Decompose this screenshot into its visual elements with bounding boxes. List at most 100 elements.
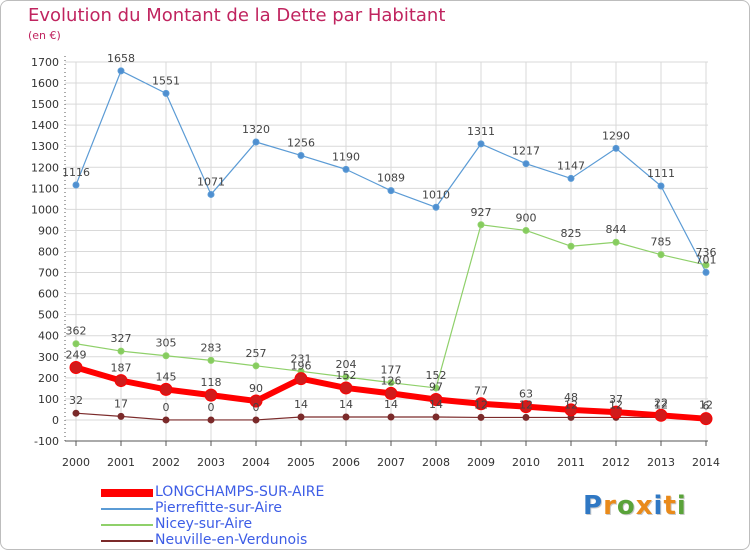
data-point-neuville-en-verdunois (207, 416, 215, 424)
legend-swatch (101, 524, 153, 526)
data-label-nicey-sur-aire: 844 (606, 223, 627, 236)
data-label-neuville-en-verdunois: 14 (429, 398, 443, 411)
data-label-pierrefitte-sur-aire: 1290 (602, 129, 630, 142)
data-label-pierrefitte-sur-aire: 1320 (242, 123, 270, 136)
data-label-longchamps-sur-aire: 187 (111, 362, 132, 375)
data-label-longchamps-sur-aire: 37 (609, 393, 623, 406)
data-label-longchamps-sur-aire: 152 (336, 369, 357, 382)
data-label-longchamps-sur-aire: 77 (474, 385, 488, 398)
data-label-nicey-sur-aire: 152 (426, 369, 447, 382)
data-label-nicey-sur-aire: 305 (156, 337, 177, 350)
data-label-pierrefitte-sur-aire: 1111 (647, 167, 675, 180)
data-point-pierrefitte-sur-aire (477, 140, 485, 148)
y-tick-label: 500 (38, 309, 59, 322)
data-point-neuville-en-verdunois (252, 416, 260, 424)
x-tick-label: 2007 (377, 456, 405, 469)
data-label-longchamps-sur-aire: 48 (564, 391, 578, 404)
data-point-longchamps-sur-aire (204, 388, 218, 402)
data-label-longchamps-sur-aire: 97 (429, 381, 443, 394)
data-label-pierrefitte-sur-aire: 1658 (107, 52, 135, 65)
x-tick-label: 2014 (692, 456, 720, 469)
data-point-neuville-en-verdunois (432, 413, 440, 421)
data-point-neuville-en-verdunois (522, 413, 530, 421)
data-point-neuville-en-verdunois (342, 413, 350, 421)
data-label-neuville-en-verdunois: 32 (69, 394, 83, 407)
x-tick-label: 2008 (422, 456, 450, 469)
data-label-longchamps-sur-aire: 145 (156, 370, 177, 383)
y-tick-label: 0 (52, 414, 59, 427)
data-point-longchamps-sur-aire (474, 397, 488, 411)
data-label-longchamps-sur-aire: 249 (66, 349, 87, 362)
x-tick-label: 2011 (557, 456, 585, 469)
legend-swatch (101, 508, 153, 510)
data-point-longchamps-sur-aire (429, 393, 443, 407)
data-point-pierrefitte-sur-aire (567, 174, 575, 182)
data-label-nicey-sur-aire: 327 (111, 332, 132, 345)
y-tick-label: 400 (38, 330, 59, 343)
x-tick-label: 2006 (332, 456, 360, 469)
y-tick-label: 900 (38, 224, 59, 237)
data-point-nicey-sur-aire (162, 352, 170, 360)
data-point-nicey-sur-aire (477, 221, 485, 229)
data-point-nicey-sur-aire (207, 356, 215, 364)
data-label-nicey-sur-aire: 825 (561, 227, 582, 240)
data-label-pierrefitte-sur-aire: 1116 (62, 166, 90, 179)
data-point-longchamps-sur-aire (249, 394, 263, 408)
data-label-pierrefitte-sur-aire: 1256 (287, 136, 315, 149)
data-label-nicey-sur-aire: 283 (201, 341, 222, 354)
data-point-nicey-sur-aire (387, 379, 395, 387)
data-label-longchamps-sur-aire: 22 (654, 396, 668, 409)
data-label-longchamps-sur-aire: 126 (381, 374, 402, 387)
data-label-nicey-sur-aire: 257 (246, 347, 267, 360)
data-point-neuville-en-verdunois (72, 409, 80, 417)
data-point-pierrefitte-sur-aire (297, 151, 305, 159)
data-label-pierrefitte-sur-aire: 1217 (512, 145, 540, 158)
data-point-neuville-en-verdunois (387, 413, 395, 421)
data-point-nicey-sur-aire (117, 347, 125, 355)
y-tick-label: 1600 (31, 77, 59, 90)
data-label-nicey-sur-aire: 785 (651, 236, 672, 249)
data-point-pierrefitte-sur-aire (702, 268, 710, 276)
legend-label: Neuville-en-Verdunois (155, 532, 308, 548)
data-point-longchamps-sur-aire (69, 361, 83, 375)
y-tick-label: 1400 (31, 119, 59, 132)
y-tick-label: 600 (38, 288, 59, 301)
data-label-pierrefitte-sur-aire: 1190 (332, 150, 360, 163)
data-point-nicey-sur-aire (342, 373, 350, 381)
y-tick-label: 1300 (31, 140, 59, 153)
data-label-longchamps-sur-aire: 90 (249, 382, 263, 395)
data-label-longchamps-sur-aire: 118 (201, 376, 222, 389)
data-point-pierrefitte-sur-aire (117, 67, 125, 75)
data-label-pierrefitte-sur-aire: 701 (696, 253, 717, 266)
data-label-pierrefitte-sur-aire: 1311 (467, 125, 495, 138)
data-label-neuville-en-verdunois: 0 (208, 401, 215, 414)
y-tick-label: 1200 (31, 161, 59, 174)
y-tick-label: 200 (38, 372, 59, 385)
data-point-nicey-sur-aire (657, 251, 665, 259)
data-point-pierrefitte-sur-aire (252, 138, 260, 146)
data-label-nicey-sur-aire: 177 (381, 364, 402, 377)
legend-label: Pierrefitte-sur-Aire (155, 500, 282, 516)
y-tick-label: -100 (34, 435, 59, 448)
data-point-longchamps-sur-aire (654, 408, 668, 422)
data-label-longchamps-sur-aire: 196 (291, 360, 312, 373)
data-point-nicey-sur-aire (522, 226, 530, 234)
y-tick-label: 1000 (31, 203, 59, 216)
data-label-neuville-en-verdunois: 17 (114, 397, 128, 410)
data-label-neuville-en-verdunois: 14 (384, 398, 398, 411)
data-point-nicey-sur-aire (612, 238, 620, 246)
data-point-pierrefitte-sur-aire (72, 181, 80, 189)
data-label-neuville-en-verdunois: 12 (474, 398, 488, 411)
x-tick-label: 2012 (602, 456, 630, 469)
data-label-pierrefitte-sur-aire: 1089 (377, 172, 405, 185)
data-point-longchamps-sur-aire (114, 374, 128, 388)
y-tick-label: 800 (38, 246, 59, 259)
data-point-neuville-en-verdunois (117, 412, 125, 420)
y-tick-label: 100 (38, 393, 59, 406)
data-label-neuville-en-verdunois: 12 (519, 398, 533, 411)
data-point-longchamps-sur-aire (339, 381, 353, 395)
data-point-neuville-en-verdunois (297, 413, 305, 421)
y-tick-label: 300 (38, 351, 59, 364)
